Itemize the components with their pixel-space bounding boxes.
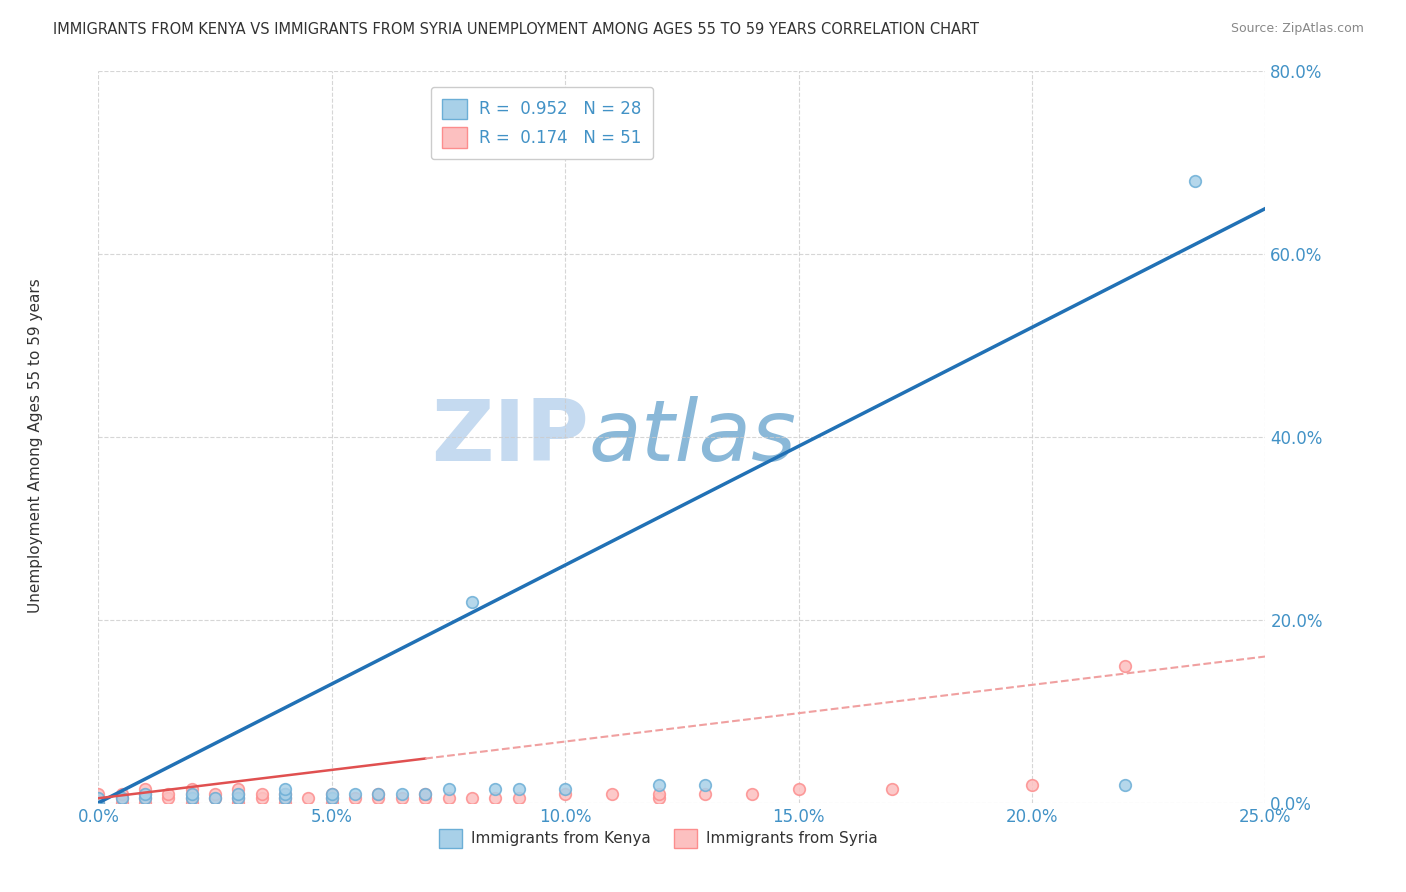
Text: Source: ZipAtlas.com: Source: ZipAtlas.com (1230, 22, 1364, 36)
Point (180, 791, 202, 805)
Point (111, 791, 134, 805)
Point (87, 791, 110, 805)
Point (250, 787, 273, 801)
Point (321, 787, 343, 801)
Point (484, 782, 506, 797)
Point (204, 791, 226, 805)
Point (274, 791, 297, 805)
Point (367, 791, 389, 805)
Point (228, 796, 250, 810)
Point (157, 787, 180, 801)
Point (111, 787, 134, 801)
Point (741, 787, 763, 801)
Point (600, 787, 623, 801)
Point (228, 791, 250, 805)
Point (413, 791, 436, 805)
Point (87, 796, 110, 810)
Point (87, 787, 110, 801)
Point (1021, 778, 1043, 792)
Point (391, 787, 413, 801)
Point (437, 782, 460, 797)
Point (461, 594, 484, 608)
Point (87, 796, 110, 810)
Point (1114, 778, 1136, 792)
Point (367, 787, 389, 801)
Point (437, 791, 460, 805)
Point (180, 787, 202, 801)
Point (647, 778, 669, 792)
Point (508, 782, 530, 797)
Point (134, 791, 156, 805)
Point (484, 791, 506, 805)
Point (695, 778, 717, 792)
Point (413, 787, 436, 801)
Point (87, 791, 110, 805)
Point (228, 787, 250, 801)
Point (134, 782, 156, 797)
Point (111, 796, 134, 810)
Point (391, 791, 413, 805)
Point (228, 787, 250, 801)
Text: IMMIGRANTS FROM KENYA VS IMMIGRANTS FROM SYRIA UNEMPLOYMENT AMONG AGES 55 TO 59 : IMMIGRANTS FROM KENYA VS IMMIGRANTS FROM… (53, 22, 980, 37)
Point (134, 787, 156, 801)
Point (204, 787, 226, 801)
Point (321, 791, 343, 805)
Point (647, 787, 669, 801)
Point (180, 796, 202, 810)
Point (274, 787, 297, 801)
Point (1184, 174, 1206, 188)
Point (228, 782, 250, 797)
Point (297, 791, 319, 805)
Point (367, 787, 389, 801)
Point (274, 791, 297, 805)
Text: Unemployment Among Ages 55 to 59 years: Unemployment Among Ages 55 to 59 years (28, 278, 42, 614)
Point (344, 791, 367, 805)
Point (204, 791, 226, 805)
Point (180, 787, 202, 801)
Point (880, 782, 903, 797)
Point (180, 782, 202, 797)
Point (695, 787, 717, 801)
Point (134, 791, 156, 805)
Point (344, 787, 367, 801)
Point (250, 791, 273, 805)
Point (321, 787, 343, 801)
Point (1114, 658, 1136, 673)
Point (274, 787, 297, 801)
Point (274, 796, 297, 810)
Point (134, 796, 156, 810)
Point (461, 791, 484, 805)
Point (413, 787, 436, 801)
Point (554, 782, 576, 797)
Point (111, 791, 134, 805)
Text: ZIP: ZIP (430, 395, 589, 479)
Point (180, 791, 202, 805)
Point (787, 782, 810, 797)
Legend: Immigrants from Kenya, Immigrants from Syria: Immigrants from Kenya, Immigrants from S… (433, 822, 884, 854)
Point (157, 791, 180, 805)
Point (134, 787, 156, 801)
Point (321, 791, 343, 805)
Point (647, 791, 669, 805)
Point (274, 782, 297, 797)
Text: atlas: atlas (589, 395, 797, 479)
Point (508, 791, 530, 805)
Point (228, 791, 250, 805)
Point (321, 796, 343, 810)
Point (554, 787, 576, 801)
